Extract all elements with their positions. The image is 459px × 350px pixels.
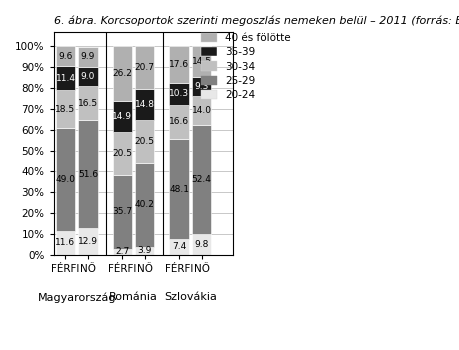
Bar	[112, 101, 132, 132]
Text: 9.9: 9.9	[81, 52, 95, 62]
Text: 51.6: 51.6	[78, 169, 98, 178]
Bar	[56, 128, 75, 231]
Bar	[112, 132, 132, 175]
Bar	[135, 163, 154, 246]
Bar	[78, 120, 98, 228]
Text: 26.2: 26.2	[112, 69, 132, 78]
Text: 9.3: 9.3	[194, 82, 209, 91]
Bar	[169, 47, 189, 83]
Text: 52.4: 52.4	[191, 175, 212, 184]
Bar	[192, 96, 211, 125]
Text: 14.9: 14.9	[112, 112, 132, 121]
Bar	[78, 47, 98, 67]
Bar	[169, 83, 189, 105]
Text: 18.5: 18.5	[56, 105, 76, 114]
Bar	[169, 105, 189, 139]
Bar	[192, 77, 211, 96]
Text: 14.5: 14.5	[191, 57, 212, 66]
Text: 2.7: 2.7	[115, 247, 129, 256]
Text: 16.6: 16.6	[169, 117, 189, 126]
Bar	[135, 246, 154, 255]
Text: 14.8: 14.8	[134, 100, 155, 109]
Text: 6. ábra. Korcsoportok szerinti megoszlás nemeken belül – 2011 (forrás: EUROSTAT): 6. ábra. Korcsoportok szerinti megoszlás…	[54, 15, 459, 26]
Text: 17.6: 17.6	[169, 60, 189, 69]
Text: Románia: Románia	[109, 292, 158, 302]
Text: 12.9: 12.9	[78, 237, 98, 246]
Text: 10.3: 10.3	[169, 89, 189, 98]
Text: 9.6: 9.6	[58, 52, 73, 61]
Bar	[135, 46, 154, 89]
Bar	[112, 175, 132, 249]
Text: Szlovákia: Szlovákia	[164, 292, 217, 302]
Bar	[135, 89, 154, 120]
Bar	[135, 120, 154, 163]
Text: 14.0: 14.0	[191, 106, 212, 115]
Bar	[56, 46, 75, 66]
Text: 16.5: 16.5	[78, 99, 98, 108]
Text: Magyarország: Magyarország	[38, 292, 116, 303]
Bar	[169, 239, 189, 255]
Legend: 40 és fölötte, 35-39, 30-34, 25-29, 20-24: 40 és fölötte, 35-39, 30-34, 25-29, 20-2…	[201, 33, 291, 100]
Text: 49.0: 49.0	[56, 175, 75, 184]
Text: 40.2: 40.2	[135, 200, 155, 209]
Bar	[192, 47, 211, 77]
Text: 11.4: 11.4	[56, 74, 75, 83]
Bar	[78, 86, 98, 120]
Text: 48.1: 48.1	[169, 185, 189, 194]
Text: 9.0: 9.0	[81, 72, 95, 81]
Bar	[112, 249, 132, 255]
Text: 9.8: 9.8	[194, 240, 209, 249]
Bar	[78, 67, 98, 86]
Bar	[192, 125, 211, 234]
Bar	[56, 231, 75, 255]
Bar	[56, 66, 75, 90]
Text: 20.5: 20.5	[112, 149, 132, 158]
Bar	[169, 139, 189, 239]
Text: 11.6: 11.6	[56, 238, 76, 247]
Bar	[112, 47, 132, 101]
Text: 20.7: 20.7	[134, 63, 155, 72]
Text: 7.4: 7.4	[172, 243, 186, 251]
Text: 3.9: 3.9	[138, 246, 152, 255]
Text: 35.7: 35.7	[112, 207, 132, 216]
Bar	[78, 228, 98, 255]
Bar	[192, 234, 211, 255]
Bar	[56, 90, 75, 128]
Text: 20.5: 20.5	[134, 137, 155, 146]
